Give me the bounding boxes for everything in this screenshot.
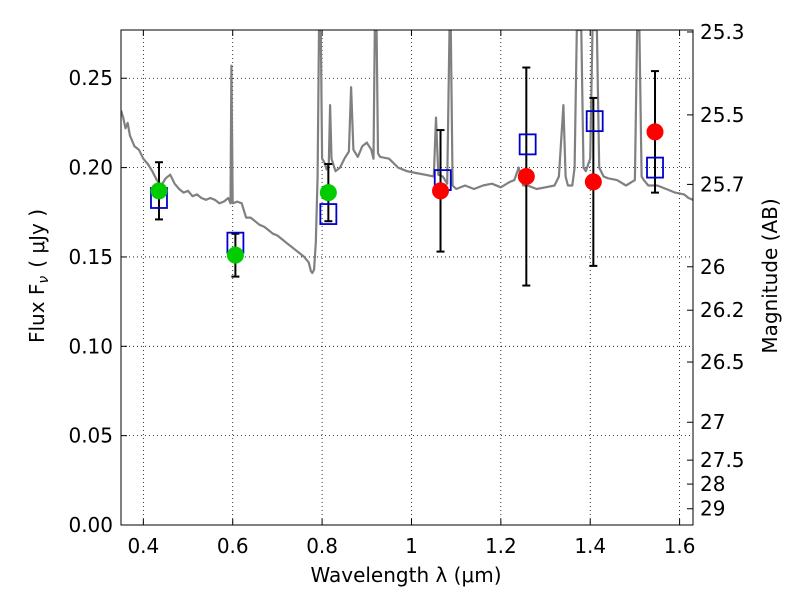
x-axis-label: Wavelength λ (μm) xyxy=(310,563,501,587)
x-tick-label: 0.8 xyxy=(306,534,338,558)
model-square-marker xyxy=(646,156,664,179)
x-tick-label: 1.6 xyxy=(664,534,696,558)
y-axis-label-unit: ( μJy ) xyxy=(25,209,49,268)
tick-labels: 0.4 0.6 0.8 1 1.2 1.4 1.6 0.00 0.05 0.10 0.15 0.20 0… xyxy=(68,20,744,558)
observed-circle-marker xyxy=(319,184,337,202)
y2-tick-label: 29 xyxy=(700,497,725,521)
x-tick-label: 1.4 xyxy=(574,534,606,558)
observed-circle-marker xyxy=(646,123,664,141)
y2-tick-label: 27.5 xyxy=(700,448,745,472)
y2-axis-label: Magnitude (AB) xyxy=(758,198,782,353)
model-square-marker xyxy=(518,133,537,156)
marker-layer xyxy=(150,110,664,264)
y-tick-label: 0.05 xyxy=(68,424,113,448)
y2-tick-label: 25.5 xyxy=(700,103,745,127)
axis-ticks xyxy=(121,30,693,526)
model-square-marker xyxy=(319,203,338,225)
y2-tick-label: 27 xyxy=(700,410,725,434)
plot-background xyxy=(121,30,693,525)
observed-circle-marker xyxy=(517,168,535,186)
spectrum-layer xyxy=(121,30,693,275)
observed-circle-marker xyxy=(150,182,168,200)
model-square-marker xyxy=(585,110,604,133)
y2-tick-label: 26.2 xyxy=(700,298,745,322)
x-tick-label: 0.6 xyxy=(217,534,249,558)
y-tick-label: 0.15 xyxy=(68,245,113,269)
y-tick-label: 0.10 xyxy=(68,334,113,358)
y2-tick-label: 25.7 xyxy=(700,172,745,196)
observed-circle-marker xyxy=(584,173,602,191)
x-tick-label: 0.4 xyxy=(127,534,159,558)
observed-circle-marker xyxy=(226,246,244,264)
y2-tick-label: 26.5 xyxy=(700,350,745,374)
y-axis-label-subscript: ν xyxy=(36,276,52,284)
spectrum-line xyxy=(121,30,693,275)
y-axis-label: Flux Fν ( μJy ) xyxy=(25,209,52,343)
y-tick-label: 0.20 xyxy=(68,156,113,180)
y2-tick-label: 28 xyxy=(700,472,725,496)
plot-frame xyxy=(120,29,694,526)
x-tick-label: 1.2 xyxy=(485,534,517,558)
y2-tick-label: 25.3 xyxy=(700,20,745,44)
y-tick-label: 0.00 xyxy=(68,513,113,537)
y-tick-label: 0.25 xyxy=(68,66,113,90)
y-axis-label-main: Flux F xyxy=(25,284,49,343)
y2-tick-label: 26 xyxy=(700,255,725,279)
observed-circle-marker xyxy=(432,182,450,200)
x-tick-label: 1 xyxy=(405,534,418,558)
